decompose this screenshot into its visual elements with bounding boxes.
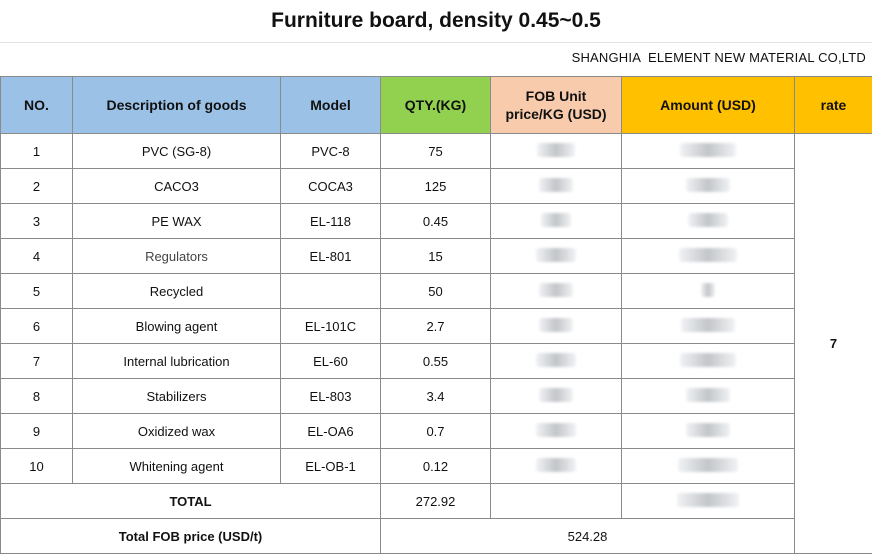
cell-rate: 7 [794, 133, 872, 554]
cell-description: CACO3 [72, 168, 281, 204]
cell-fob-unit-blurred [490, 168, 622, 204]
cell-amount-blurred [621, 168, 795, 204]
cell-qty: 0.55 [380, 343, 491, 379]
cell-amount-blurred [621, 203, 795, 239]
table-row: 5 Recycled 50 [0, 273, 872, 309]
header-qty: QTY.(KG) [380, 76, 491, 134]
cell-description: Recycled [72, 273, 281, 309]
cell-no: 6 [0, 308, 73, 344]
cell-amount-blurred [621, 133, 795, 169]
cell-model: EL-803 [280, 378, 381, 414]
cell-description: Oxidized wax [72, 413, 281, 449]
table-row: 4 Regulators EL-801 15 [0, 238, 872, 274]
total-label: TOTAL [0, 483, 381, 519]
cell-model: EL-OA6 [280, 413, 381, 449]
total-row: TOTAL 272.92 [0, 483, 872, 519]
table-row: 6 Blowing agent EL-101C 2.7 [0, 308, 872, 344]
cell-no: 9 [0, 413, 73, 449]
cell-description: Stabilizers [72, 378, 281, 414]
cell-no: 2 [0, 168, 73, 204]
cell-amount-blurred [621, 448, 795, 484]
cell-fob-unit-blurred [490, 133, 622, 169]
cell-description: PE WAX [72, 203, 281, 239]
quotation-table: NO. Description of goods Model QTY.(KG) … [0, 76, 872, 554]
cell-amount-blurred [621, 413, 795, 449]
table-row: 8 Stabilizers EL-803 3.4 [0, 378, 872, 414]
table-row: 10 Whitening agent EL-OB-1 0.12 [0, 448, 872, 484]
cell-fob-unit-blurred [490, 343, 622, 379]
cell-amount-blurred [621, 378, 795, 414]
sheet-title: Furniture board, density 0.45~0.5 [271, 9, 601, 32]
cell-model: PVC-8 [280, 133, 381, 169]
cell-qty: 0.7 [380, 413, 491, 449]
cell-no: 4 [0, 238, 73, 274]
header-amount: Amount (USD) [621, 76, 795, 134]
header-model: Model [280, 76, 381, 134]
total-amount-blurred [621, 483, 795, 519]
cell-amount-blurred [621, 273, 795, 309]
total-qty: 272.92 [380, 483, 491, 519]
cell-no: 5 [0, 273, 73, 309]
header-row: NO. Description of goods Model QTY.(KG) … [0, 76, 872, 134]
cell-no: 10 [0, 448, 73, 484]
cell-qty: 15 [380, 238, 491, 274]
header-fob-unit: FOB Unit price/KG (USD) [490, 76, 622, 134]
cell-qty: 3.4 [380, 378, 491, 414]
total-fob-unit-empty [490, 483, 622, 519]
cell-amount-blurred [621, 343, 795, 379]
cell-description: Blowing agent [72, 308, 281, 344]
table-row: 3 PE WAX EL-118 0.45 [0, 203, 872, 239]
cell-model: COCA3 [280, 168, 381, 204]
cell-fob-unit-blurred [490, 308, 622, 344]
cell-fob-unit-blurred [490, 413, 622, 449]
cell-fob-unit-blurred [490, 273, 622, 309]
cell-qty: 50 [380, 273, 491, 309]
cell-qty: 0.45 [380, 203, 491, 239]
cell-qty: 75 [380, 133, 491, 169]
table-row: 1 PVC (SG-8) PVC-8 75 7 [0, 133, 872, 554]
cell-description: Internal lubrication [72, 343, 281, 379]
cell-description: PVC (SG-8) [72, 133, 281, 169]
cell-model: EL-OB-1 [280, 448, 381, 484]
table-row: 7 Internal lubrication EL-60 0.55 [0, 343, 872, 379]
cell-description: Whitening agent [72, 448, 281, 484]
title-divider [0, 42, 872, 43]
cell-model: EL-801 [280, 238, 381, 274]
table-row: 9 Oxidized wax EL-OA6 0.7 [0, 413, 872, 449]
cell-model [280, 273, 381, 309]
cell-no: 8 [0, 378, 73, 414]
cell-fob-unit-blurred [490, 378, 622, 414]
cell-no: 7 [0, 343, 73, 379]
cell-amount-blurred [621, 308, 795, 344]
cell-fob-unit-blurred [490, 238, 622, 274]
cell-amount-blurred [621, 238, 795, 274]
cell-qty: 125 [380, 168, 491, 204]
total-fob-label: Total FOB price (USD/t) [0, 518, 381, 554]
cell-qty: 2.7 [380, 308, 491, 344]
cell-model: EL-118 [280, 203, 381, 239]
cell-no: 3 [0, 203, 73, 239]
cell-model: EL-60 [280, 343, 381, 379]
cell-model: EL-101C [280, 308, 381, 344]
cell-no: 1 [0, 133, 73, 169]
cell-fob-unit-blurred [490, 203, 622, 239]
total-fob-row: Total FOB price (USD/t) 524.28 [0, 518, 872, 554]
company-name: SHANGHIA ELEMENT NEW MATERIAL CO,LTD [571, 50, 866, 65]
table-row: 2 CACO3 COCA3 125 [0, 168, 872, 204]
total-fob-value: 524.28 [380, 518, 795, 554]
header-no: NO. [0, 76, 73, 134]
cell-description: Regulators [72, 238, 281, 274]
cell-qty: 0.12 [380, 448, 491, 484]
header-description: Description of goods [72, 76, 281, 134]
header-rate: rate [794, 76, 872, 134]
cell-fob-unit-blurred [490, 448, 622, 484]
